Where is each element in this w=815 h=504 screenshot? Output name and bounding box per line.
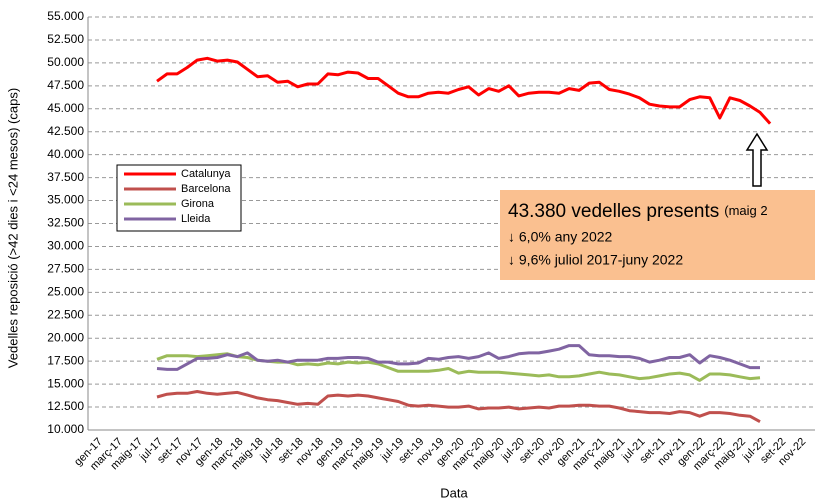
legend-label: Girona [181, 198, 215, 210]
annotation-line: ↓ 6,0% any 2022 [508, 229, 613, 245]
annotation-headline-note: (maig 2 [724, 203, 767, 218]
annotation-arrow [745, 132, 769, 187]
annotation-headline: 43.380 vedelles presents (maig 2 [508, 201, 768, 222]
y-tick-label: 52.500 [47, 32, 84, 46]
y-tick-label: 47.500 [47, 78, 84, 92]
y-tick-label: 12.500 [47, 399, 84, 413]
y-tick-label: 37.500 [47, 170, 84, 184]
y-tick-label: 22.500 [47, 307, 84, 321]
y-tick-label: 35.000 [47, 193, 84, 207]
y-tick-label: 15.000 [47, 376, 84, 390]
y-tick-label: 27.500 [47, 262, 84, 276]
series-line [156, 344, 760, 371]
y-axis-label: Vedelles reposició (>42 dies i <24 mesos… [5, 88, 20, 368]
y-tick-label: 30.000 [47, 239, 84, 253]
annotation-line: ↓ 9,6% juliol 2017-juny 2022 [508, 252, 683, 268]
y-tick-label: 42.500 [47, 124, 84, 138]
x-axis-label: Data [440, 485, 468, 500]
lines [156, 56, 772, 424]
y-tick-label: 17.500 [47, 353, 84, 367]
y-tick-label: 40.000 [47, 147, 84, 161]
series-line [156, 390, 761, 424]
y-tick-label: 32.500 [47, 216, 84, 230]
y-tick-label: 50.000 [47, 55, 84, 69]
y-tick-label: 45.000 [47, 101, 84, 115]
y-tick-label: 20.000 [47, 330, 84, 344]
y-tick-label: 10.000 [47, 422, 84, 436]
legend: Catalunya Barcelona Girona Lleida [124, 168, 231, 225]
y-tick-label: 25.000 [47, 285, 84, 299]
legend-label: Lleida [181, 213, 211, 225]
series-line [156, 56, 772, 125]
legend-label: Barcelona [181, 183, 231, 195]
y-tick-label: 55.000 [47, 9, 84, 23]
annotation-box [500, 190, 815, 280]
legend-label: Catalunya [181, 168, 231, 180]
annotation-headline-text: 43.380 vedelles presents [508, 201, 719, 222]
